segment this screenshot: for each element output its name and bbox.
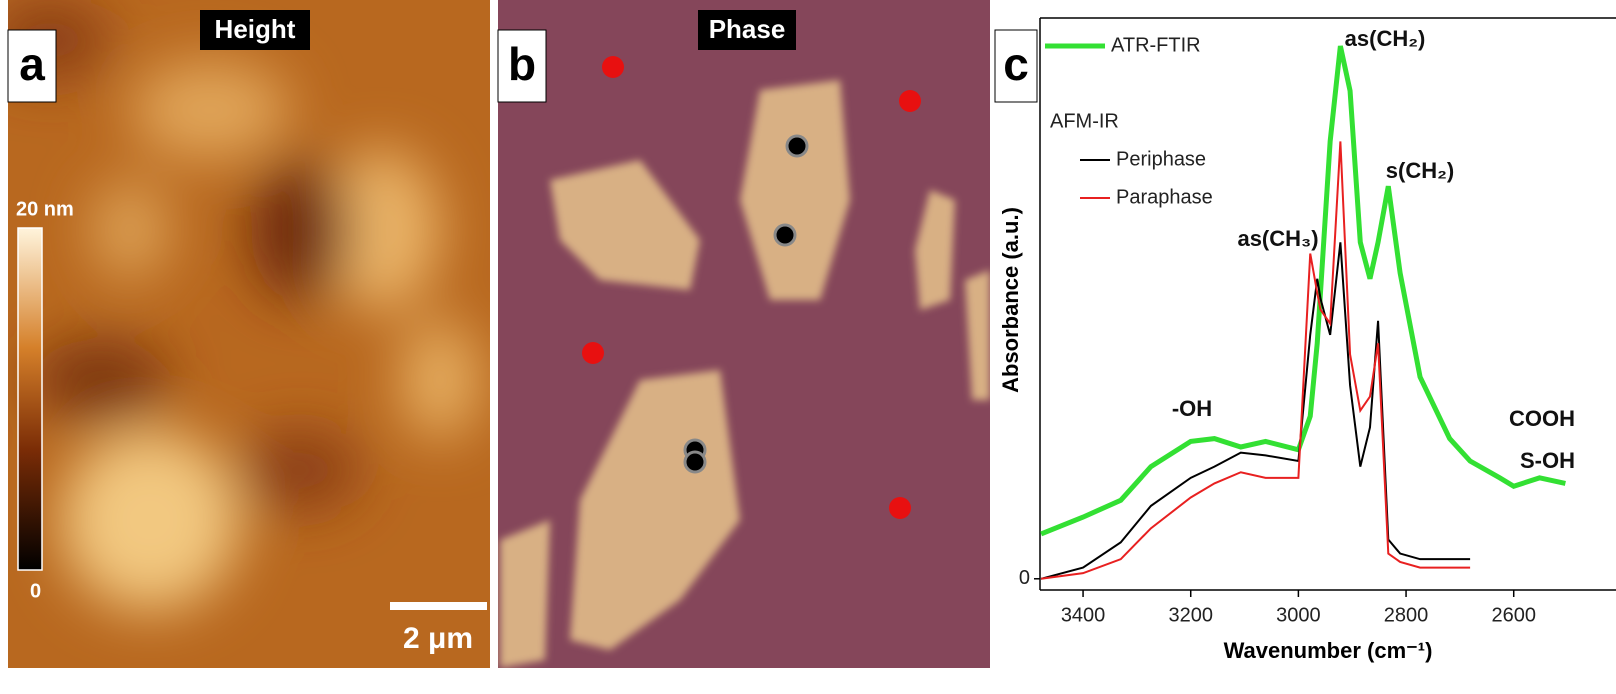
y-tick-label: 0 <box>1019 567 1030 589</box>
panel-label: a <box>19 38 45 90</box>
scale-bar-label: 2 μm <box>403 622 473 655</box>
x-tick-label: 3400 <box>1061 604 1106 626</box>
annotation: as(CH₃) <box>1237 226 1318 251</box>
panel-title: Phase <box>709 14 786 44</box>
y-axis-label: Absorbance (a.u.) <box>998 207 1023 393</box>
colorbar-min: 0 <box>30 580 41 602</box>
panel-label: b <box>508 38 536 90</box>
legend-group: AFM-IR <box>1050 110 1119 132</box>
x-axis-label: Wavenumber (cm⁻¹) <box>1224 638 1433 663</box>
annotation: as(CH₂) <box>1345 26 1426 51</box>
legend-label: ATR-FTIR <box>1111 34 1201 56</box>
panel-title: Height <box>215 14 296 44</box>
series-line <box>1041 141 1470 578</box>
x-tick-label: 2800 <box>1384 604 1429 626</box>
annotation: s(CH₂) <box>1386 158 1454 183</box>
series-line <box>1041 46 1565 534</box>
height-image <box>0 0 490 668</box>
annotation: S-OH <box>1520 448 1575 473</box>
annotation: COOH <box>1509 406 1575 431</box>
figure: 20 nm 0 2 μm Height a Phase b c Wavenumb… <box>0 0 1616 689</box>
legend-label: Paraphase <box>1116 186 1213 208</box>
legend-label: Periphase <box>1116 148 1206 170</box>
annotation: -OH <box>1172 396 1212 421</box>
x-tick-label: 3000 <box>1276 604 1321 626</box>
colorbar-max: 20 nm <box>16 198 74 220</box>
phase-image <box>498 0 990 668</box>
x-tick-label: 3200 <box>1168 604 1213 626</box>
x-tick-label: 2600 <box>1491 604 1536 626</box>
panel-label: c <box>1003 38 1029 90</box>
